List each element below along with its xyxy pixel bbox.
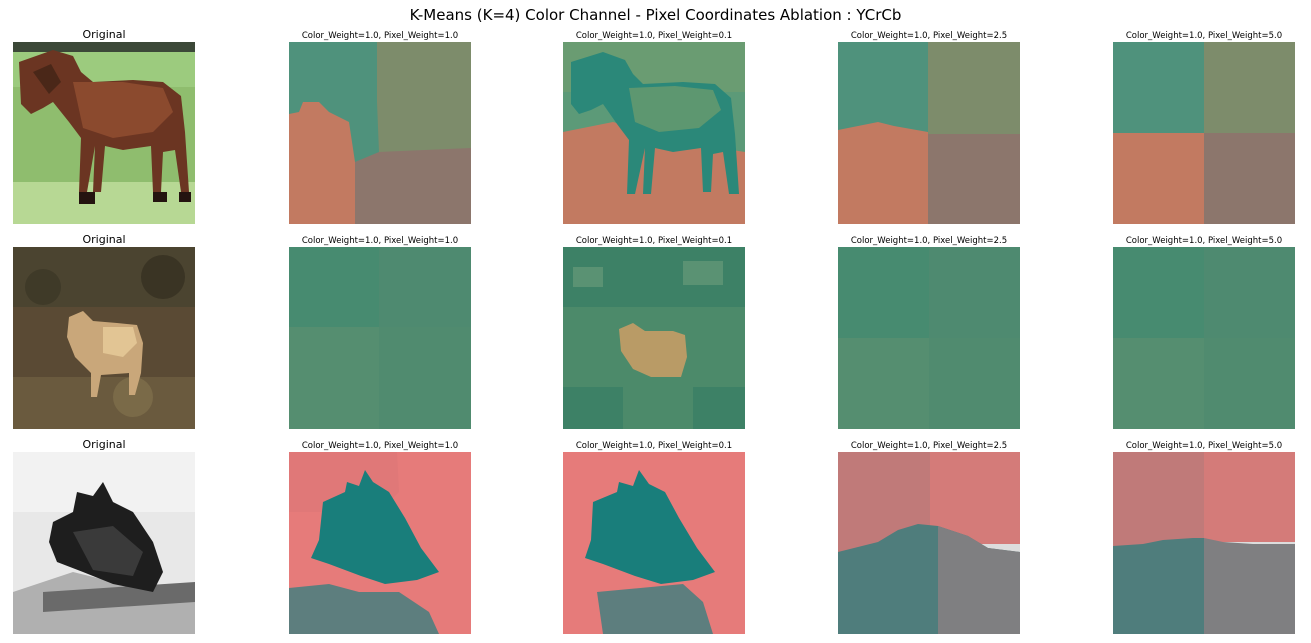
deer-segmentation-pw-5.0 bbox=[1113, 247, 1295, 429]
deer-picture bbox=[13, 247, 195, 429]
panel-title: Color_Weight=1.0, Pixel_Weight=0.1 bbox=[575, 441, 733, 451]
segmentation-map bbox=[289, 452, 471, 634]
segmentation-map bbox=[838, 247, 1020, 429]
segmentation-map bbox=[289, 42, 471, 224]
segmentation-map bbox=[563, 247, 745, 429]
dark-object-segmentation-pw-5.0 bbox=[1113, 452, 1295, 634]
dark-object-segmentation-pw-0.1 bbox=[563, 452, 745, 634]
segmentation-map bbox=[1113, 247, 1295, 429]
deer-segmentation-pw-0.1 bbox=[563, 247, 745, 429]
panel-title: Original bbox=[82, 438, 126, 451]
segmentation-map bbox=[838, 42, 1020, 224]
segmentation-map bbox=[838, 452, 1020, 634]
deer-segmentation-pw-2.5 bbox=[838, 247, 1020, 429]
segmentation-map bbox=[563, 42, 745, 224]
panel-title: Original bbox=[82, 233, 126, 246]
panel-title: Color_Weight=1.0, Pixel_Weight=1.0 bbox=[301, 31, 459, 41]
segmentation-map bbox=[289, 247, 471, 429]
panel-title: Color_Weight=1.0, Pixel_Weight=1.0 bbox=[301, 236, 459, 246]
horse-segmentation-pw-0.1 bbox=[563, 42, 745, 224]
horse-picture bbox=[13, 42, 195, 224]
panel-title: Color_Weight=1.0, Pixel_Weight=0.1 bbox=[575, 236, 733, 246]
dark-object-segmentation-pw-1.0 bbox=[289, 452, 471, 634]
panel-title: Color_Weight=1.0, Pixel_Weight=0.1 bbox=[575, 31, 733, 41]
horse-segmentation-pw-1.0 bbox=[289, 42, 471, 224]
horse-segmentation-pw-2.5 bbox=[838, 42, 1020, 224]
dark-object-original-image bbox=[13, 452, 195, 634]
panel-title: Color_Weight=1.0, Pixel_Weight=2.5 bbox=[850, 236, 1008, 246]
dark-object-segmentation-pw-2.5 bbox=[838, 452, 1020, 634]
dark-object-picture bbox=[13, 452, 195, 634]
panel-title: Color_Weight=1.0, Pixel_Weight=2.5 bbox=[850, 441, 1008, 451]
figure-title: K-Means (K=4) Color Channel - Pixel Coor… bbox=[409, 6, 902, 24]
segmentation-map bbox=[1113, 42, 1295, 224]
deer-segmentation-pw-1.0 bbox=[289, 247, 471, 429]
panel-title: Color_Weight=1.0, Pixel_Weight=1.0 bbox=[301, 441, 459, 451]
panel-title: Color_Weight=1.0, Pixel_Weight=5.0 bbox=[1125, 31, 1283, 41]
panel-title: Original bbox=[82, 28, 126, 41]
segmentation-map bbox=[563, 452, 745, 634]
deer-original-image bbox=[13, 247, 195, 429]
panel-title: Color_Weight=1.0, Pixel_Weight=5.0 bbox=[1125, 441, 1283, 451]
panel-title: Color_Weight=1.0, Pixel_Weight=2.5 bbox=[850, 31, 1008, 41]
horse-segmentation-pw-5.0 bbox=[1113, 42, 1295, 224]
segmentation-map bbox=[1113, 452, 1295, 634]
horse-original-image bbox=[13, 42, 195, 224]
panel-title: Color_Weight=1.0, Pixel_Weight=5.0 bbox=[1125, 236, 1283, 246]
